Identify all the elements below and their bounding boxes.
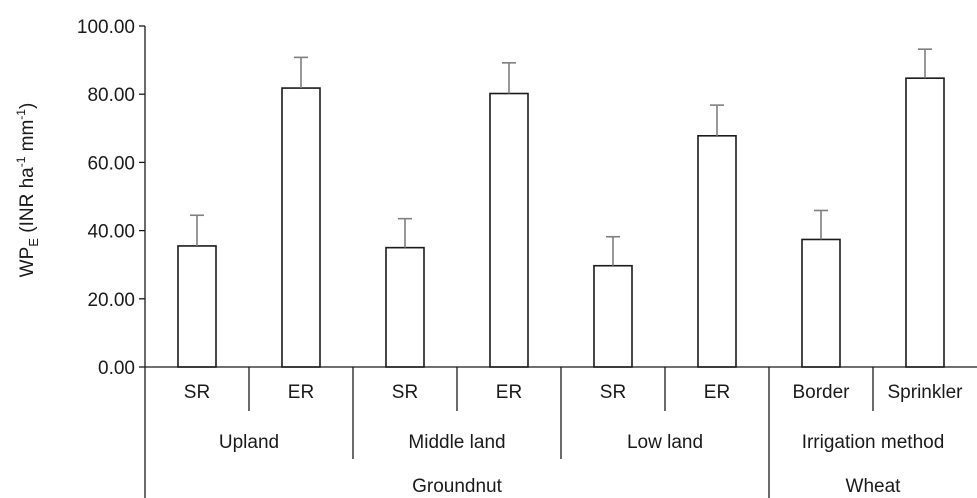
- bars: [177, 77, 945, 368]
- crop-label: Groundnut: [412, 476, 503, 497]
- group-label: Middle land: [408, 432, 505, 453]
- x-tick-label: ER: [704, 382, 730, 403]
- group-label: Irrigation method: [802, 432, 945, 453]
- bar: [697, 135, 737, 368]
- y-tick-label: 20.00: [87, 290, 135, 311]
- bar: [385, 246, 425, 368]
- y-axis-label-subscript: E: [26, 238, 41, 247]
- y-axis: 0.00 20.00 40.00 60.00 80.00 100.00: [77, 17, 146, 379]
- x-tick-label: Sprinkler: [888, 382, 964, 403]
- x-tick-label: SR: [600, 382, 626, 403]
- y-axis-label: WPE (INR ha-1 mm-1): [14, 103, 41, 278]
- x-tick-label: ER: [288, 382, 314, 403]
- y-axis-label-superscript-b: -1: [14, 109, 28, 120]
- bar: [593, 264, 633, 368]
- bar: [801, 238, 841, 368]
- y-tick-label: 80.00: [87, 85, 135, 106]
- group-label: Upland: [219, 432, 279, 453]
- y-tick-label: 100.00: [77, 17, 135, 38]
- bar: [281, 87, 321, 368]
- y-tick-label: 40.00: [87, 222, 135, 243]
- x-tick-label: ER: [496, 382, 522, 403]
- x-tick-label: Border: [792, 382, 850, 403]
- error-bars: [190, 48, 932, 266]
- crop-label: Wheat: [846, 476, 902, 497]
- bar: [489, 92, 529, 368]
- y-tick-label: 0.00: [98, 358, 135, 379]
- bar: [905, 77, 945, 368]
- y-axis-label-superscript-a: -1: [14, 156, 28, 167]
- x-tick-label: SR: [392, 382, 418, 403]
- x-axis: SR ER SR ER SR ER Border Sprinkler Upland Middle …: [144, 366, 977, 498]
- x-tick-label: SR: [184, 382, 210, 403]
- group-label: Low land: [627, 432, 703, 453]
- y-tick-label: 60.00: [87, 153, 135, 174]
- bar: [177, 245, 217, 368]
